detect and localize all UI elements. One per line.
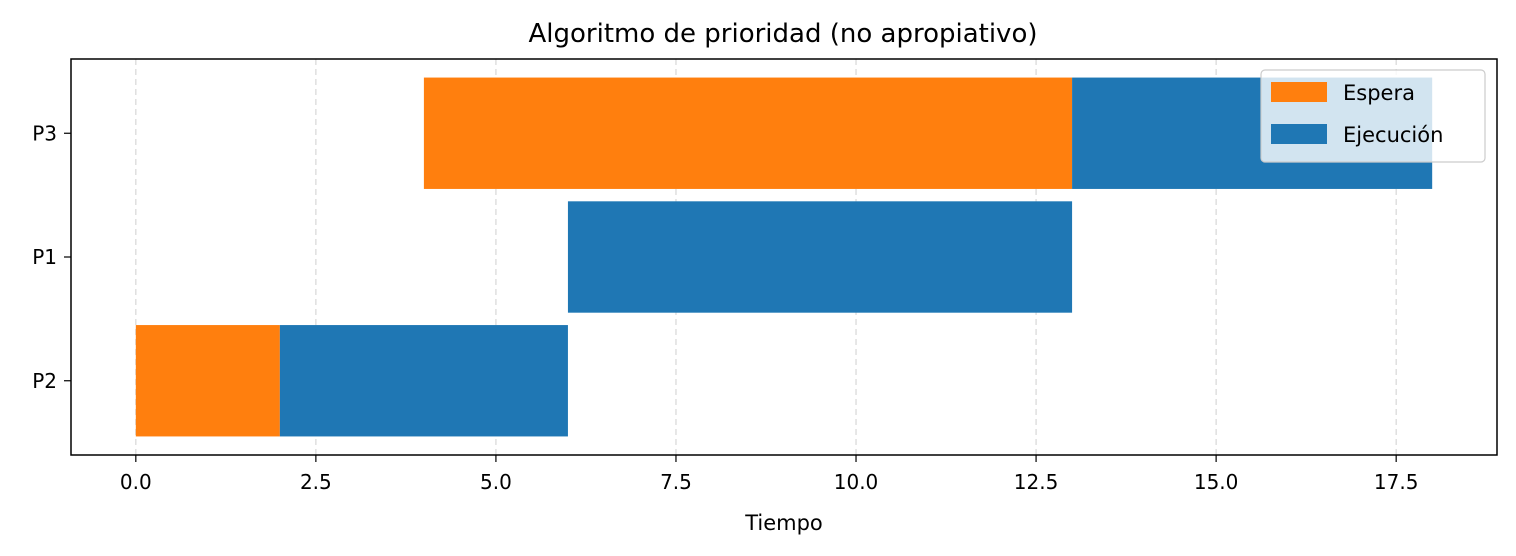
y-tick-label: P3	[32, 121, 57, 145]
legend-label: Ejecución	[1343, 123, 1443, 147]
x-tick-label: 10.0	[834, 470, 879, 494]
legend-label: Espera	[1343, 81, 1415, 105]
x-axis-label: Tiempo	[744, 511, 823, 535]
x-tick-label: 7.5	[660, 470, 692, 494]
y-axis: P2 P1 P3	[32, 121, 71, 393]
x-tick-label: 2.5	[300, 470, 332, 494]
legend-swatch	[1271, 124, 1327, 144]
x-tick-label: 15.0	[1194, 470, 1239, 494]
chart-title: Algoritmo de prioridad (no apropiativo)	[528, 19, 1037, 49]
x-axis: 0.0 2.5 5.0 7.5 10.0 12.5 15.0 17.5	[120, 455, 1419, 494]
x-tick-label: 5.0	[480, 470, 512, 494]
y-tick-label: P1	[32, 245, 57, 269]
legend-swatch	[1271, 82, 1327, 102]
x-tick-label: 12.5	[1014, 470, 1059, 494]
bar-ejecuci-n-p2	[279, 325, 568, 437]
y-tick-label: P2	[32, 369, 57, 393]
bars	[135, 77, 1433, 437]
x-tick-label: 0.0	[120, 470, 152, 494]
x-tick-label: 17.5	[1374, 470, 1419, 494]
bar-ejecuci-n-p1	[567, 201, 1073, 313]
legend: Espera Ejecución	[1260, 69, 1486, 163]
bar-espera-p3	[423, 77, 1073, 189]
bar-espera-p2	[135, 325, 280, 437]
